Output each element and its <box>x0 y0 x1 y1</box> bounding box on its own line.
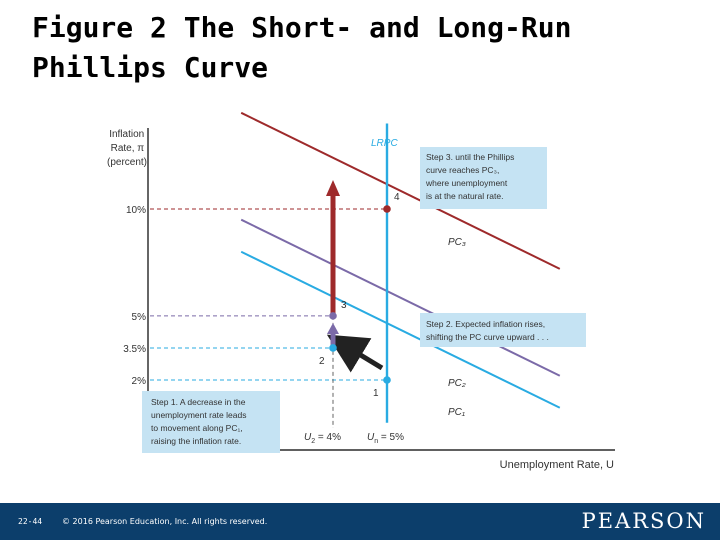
point-4 <box>383 205 391 213</box>
arrow-step1 <box>326 334 384 373</box>
copyright-text: © 2016 Pearson Education, Inc. All right… <box>62 517 268 526</box>
y-tick-2: 2% <box>132 376 147 387</box>
pearson-logo: PEARSON <box>581 509 706 533</box>
series-label-pc2: PC₂ <box>448 378 466 389</box>
series-line-pc1 <box>240 250 561 409</box>
annotation-step1: Step 1. A decrease in the unemployment r… <box>151 397 249 446</box>
slide-title: Figure 2 The Short- and Long-Run Phillip… <box>32 8 692 88</box>
point-3 <box>329 312 337 320</box>
page-number: 22-44 <box>18 517 43 526</box>
point-label-1: 1 <box>373 388 379 399</box>
series-label-lrpc: LRPC <box>371 138 398 149</box>
footer-bar: 22-44 © 2016 Pearson Education, Inc. All… <box>0 503 720 540</box>
annotation-box-step1 <box>142 391 280 453</box>
slide-title-line1: Figure 2 The Short- and Long-Run <box>32 11 572 44</box>
series-line-pc2 <box>240 218 561 377</box>
point-label-3: 3 <box>341 300 347 311</box>
point-label-4: 4 <box>394 192 400 203</box>
series-label-pc1: PC₁ <box>448 407 465 418</box>
series-label-pc3: PC₃ <box>448 237 466 248</box>
point-2 <box>329 344 337 352</box>
series-line-pc3 <box>240 111 561 270</box>
x-axis-label: Unemployment Rate, U <box>500 459 614 471</box>
y-tick-10: 10% <box>126 205 146 216</box>
y-axis-label: Inflation Rate, π (percent) <box>107 129 147 168</box>
annotation-box-step2 <box>420 313 586 347</box>
point-1 <box>383 376 391 384</box>
point-label-2: 2 <box>319 356 325 367</box>
annotation-step3: Step 3. until the Phillips curve reaches… <box>425 152 517 201</box>
phillips-curve-chart: Inflation Rate, π (percent) Unemployment… <box>107 111 615 471</box>
x-tick-u2: U2 = 4% <box>304 432 341 445</box>
arrow-step2-head <box>327 323 339 334</box>
y-tick-5: 5% <box>132 312 147 323</box>
slide-title-line2: Phillips Curve <box>32 51 269 84</box>
annotation-step2: Step 2. Expected inflation rises, shifti… <box>426 319 549 342</box>
annotation-box-step3 <box>420 147 547 209</box>
x-tick-un: Un = 5% <box>367 432 404 445</box>
arrow-step3-head <box>326 180 340 196</box>
y-tick-3-5: 3.5% <box>123 344 146 355</box>
